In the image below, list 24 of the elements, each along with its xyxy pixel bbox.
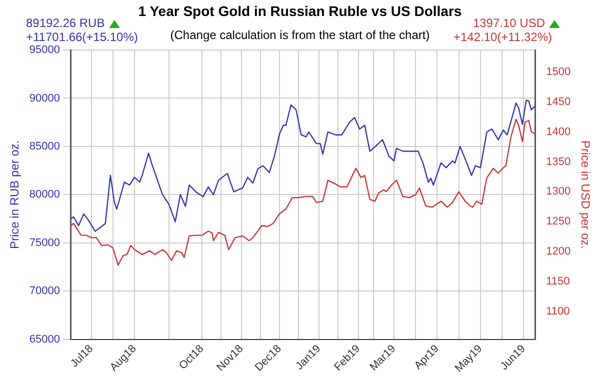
text: +142.10(+11.32%) bbox=[453, 30, 552, 44]
y-tick-label: 75000 bbox=[29, 236, 60, 249]
chart-subtitle: (Change calculation is from the start of the chart) bbox=[170, 28, 430, 42]
y-tick-label: 95000 bbox=[29, 44, 60, 56]
y2-tick-label: 1100 bbox=[546, 305, 570, 318]
y2-tick-label: 1400 bbox=[546, 126, 571, 138]
text: 89192.26 RUB bbox=[26, 16, 105, 30]
y2-tick-label: 1500 bbox=[546, 66, 571, 78]
y-tick-label: 70000 bbox=[29, 285, 60, 298]
y2-tick-label: 1300 bbox=[546, 186, 571, 198]
y-tick-label: 65000 bbox=[29, 333, 60, 346]
y-tick-label: 80000 bbox=[29, 188, 60, 201]
y2-tick-label: 1250 bbox=[546, 216, 571, 228]
chart-title: 1 Year Spot Gold in Russian Ruble vs US Dollars bbox=[138, 3, 462, 19]
y2-tick-label: 1450 bbox=[546, 96, 571, 108]
y-tick-label: 90000 bbox=[29, 92, 60, 104]
y2-tick-label: 1200 bbox=[546, 245, 571, 258]
y2-tick-label: 1150 bbox=[546, 275, 570, 288]
text: 1397.10 USD bbox=[472, 16, 545, 30]
y-tick-label: 85000 bbox=[29, 140, 60, 152]
text: +11701.66(+15.10%) bbox=[26, 30, 138, 44]
y2-tick-label: 1350 bbox=[546, 156, 571, 168]
y2-axis-title: Price in USD per oz. bbox=[578, 140, 592, 250]
y-axis-title: Price in RUB per oz. bbox=[8, 140, 22, 250]
